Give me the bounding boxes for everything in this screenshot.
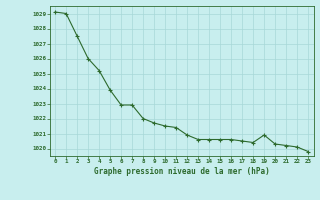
X-axis label: Graphe pression niveau de la mer (hPa): Graphe pression niveau de la mer (hPa) (94, 167, 269, 176)
